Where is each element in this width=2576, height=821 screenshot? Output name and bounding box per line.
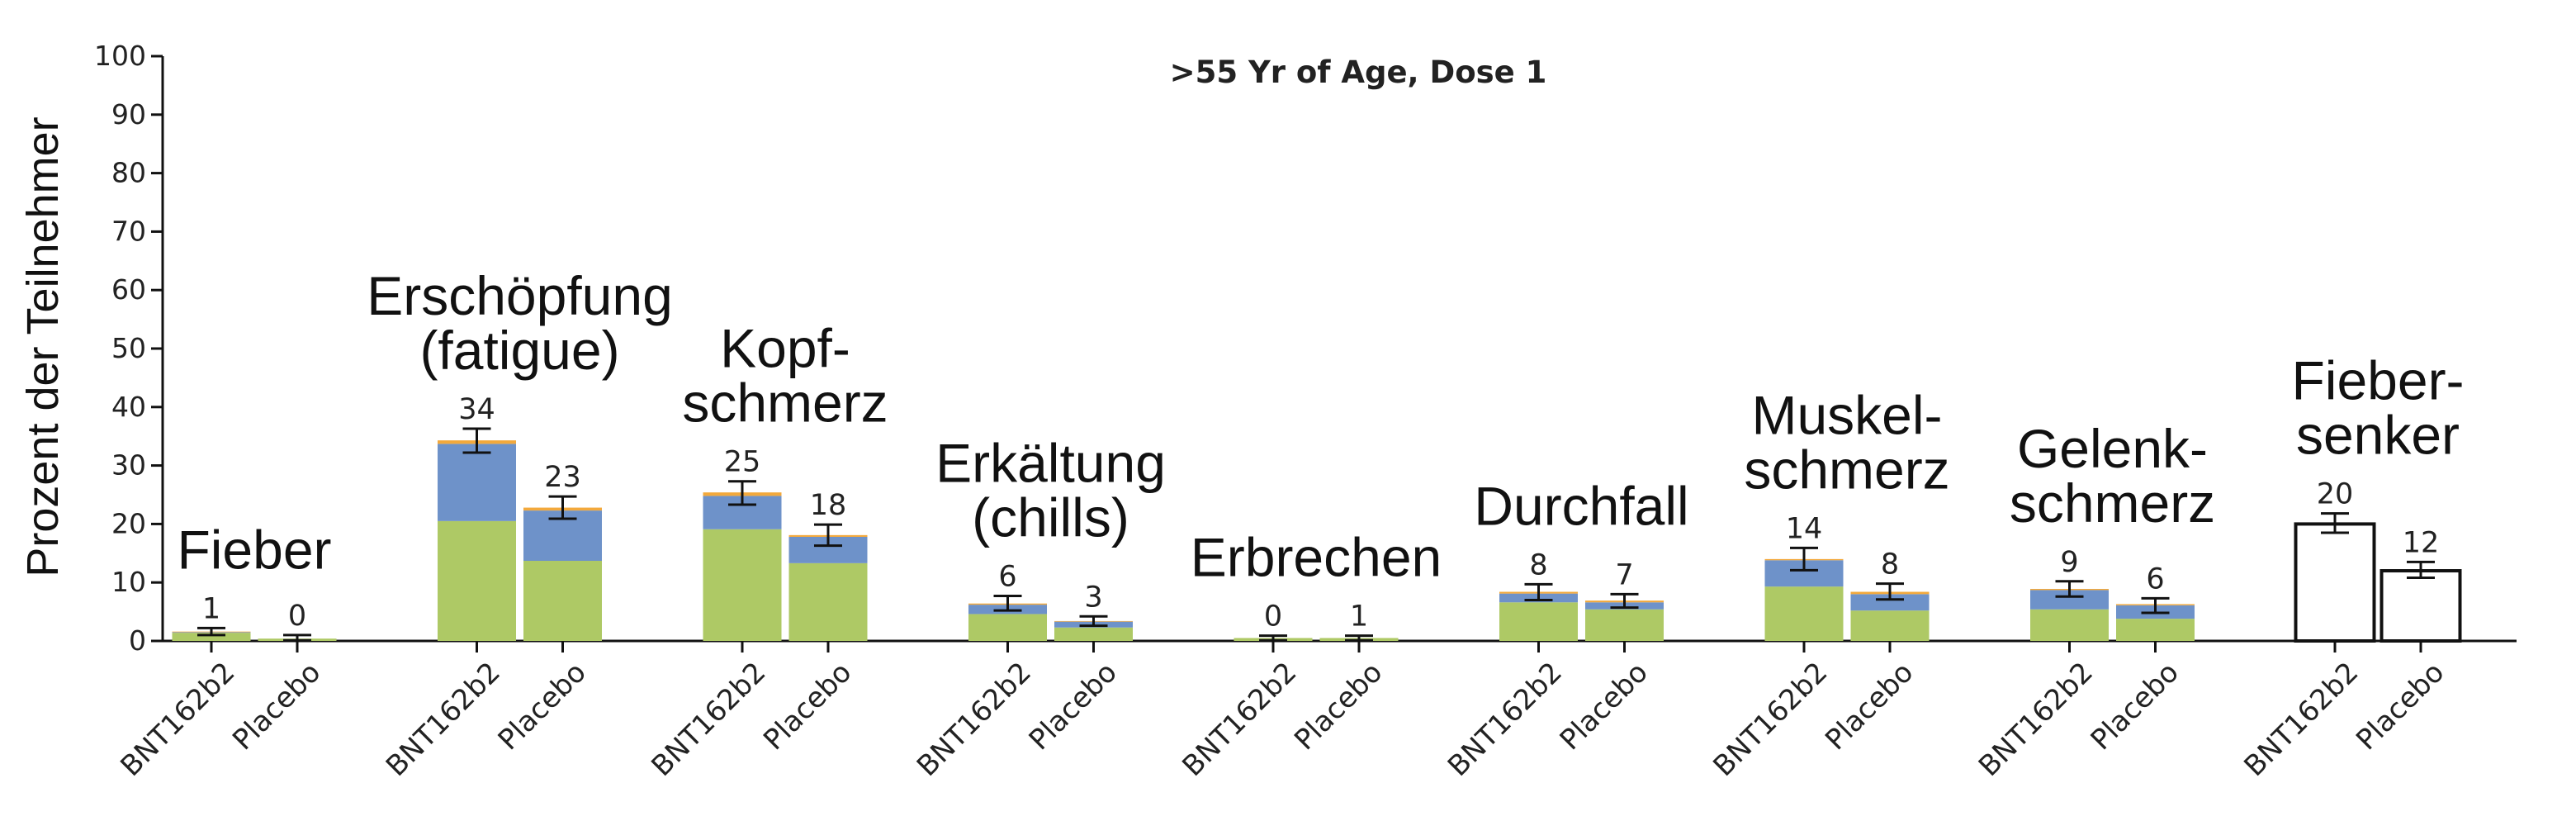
y-tick-label: 10 — [111, 566, 146, 598]
y-tick-label: 90 — [111, 98, 146, 131]
group-label-line: Gelenk- — [2017, 418, 2208, 479]
group-label-line: senker — [2296, 405, 2460, 466]
bar-segment-group-6-bar-0-0 — [1764, 586, 1844, 641]
data-label: 9 — [2060, 546, 2078, 579]
group-label-line: Erkältung — [935, 432, 1166, 493]
data-label: 1 — [202, 592, 220, 625]
bar-segment-group-5-bar-0-0 — [1499, 602, 1578, 641]
data-label: 6 — [2146, 562, 2164, 596]
y-tick-label: 40 — [111, 391, 146, 423]
group-label-line: schmerz — [2010, 472, 2215, 534]
group-label-line: Durchfall — [1474, 475, 1688, 536]
bar-group-8-bar-0 — [2294, 522, 2376, 643]
bar-segment-group-7-bar-0-0 — [2030, 609, 2109, 641]
y-tick-label: 30 — [111, 449, 146, 482]
bar-segment-group-0-bar-0-0 — [172, 633, 251, 641]
x-tick-label: Placebo — [1288, 656, 1389, 757]
group-label-line: Erschöpfung — [367, 265, 673, 326]
x-tick-label: BNT162b2 — [114, 656, 241, 783]
x-tick-label: Placebo — [492, 656, 593, 757]
bar-segment-group-1-bar-0-0 — [438, 520, 516, 641]
group-label: Durchfall — [1474, 475, 1688, 536]
bar-group-8-bar-1 — [2379, 569, 2462, 643]
group-label-line: Fieber — [177, 519, 331, 580]
group-label: Erbrechen — [1191, 527, 1442, 588]
group-label: Muskel-schmerz — [1744, 384, 1949, 500]
data-label: 3 — [1084, 581, 1102, 614]
x-tick-label: Placebo — [1554, 656, 1655, 757]
bars — [172, 427, 2462, 643]
y-tick-label: 50 — [111, 332, 146, 364]
bar-segment-group-2-bar-0-0 — [703, 529, 782, 641]
data-label: 12 — [2403, 526, 2440, 559]
bar-segment-group-6-bar-1-1 — [1850, 594, 1930, 611]
x-tick-label: Placebo — [1023, 656, 1124, 757]
x-tick-label: BNT162b2 — [1176, 656, 1303, 783]
data-label: 23 — [544, 461, 581, 494]
y-tick-label: 20 — [111, 507, 146, 539]
x-tick-label: BNT162b2 — [1707, 656, 1834, 783]
data-label: 25 — [724, 446, 761, 479]
group-label-line: Kopf- — [720, 318, 850, 379]
group-label: Fieber — [177, 519, 331, 580]
x-tick-label: BNT162b2 — [911, 656, 1038, 783]
group-label-line: (fatigue) — [419, 320, 619, 381]
group-label-line: Fieber- — [2291, 350, 2464, 411]
bar-segment-group-7-bar-0-1 — [2030, 590, 2109, 610]
data-label: 1 — [1350, 600, 1368, 634]
data-label: 0 — [288, 600, 306, 633]
x-tick-label: Placebo — [2350, 656, 2451, 757]
bar-segment-group-3-bar-1-0 — [1054, 627, 1133, 641]
x-tick-label: BNT162b2 — [645, 656, 772, 783]
x-tick-label: BNT162b2 — [2237, 656, 2365, 783]
group-label-line: (chills) — [972, 486, 1129, 548]
x-tick-label: Placebo — [1819, 656, 1920, 757]
x-tick-label: Placebo — [2085, 656, 2185, 757]
group-label: Gelenk-schmerz — [2010, 418, 2215, 534]
y-tick-label: 60 — [111, 273, 146, 306]
bar-segment-group-5-bar-1-0 — [1585, 609, 1664, 641]
x-tick-label: BNT162b2 — [1442, 656, 1569, 783]
bar-segment-group-1-bar-0-1 — [438, 444, 516, 521]
data-label: 7 — [1615, 558, 1633, 591]
data-label: 34 — [458, 393, 495, 426]
group-label: Erschöpfung (fatigue) — [367, 265, 673, 381]
data-label: 20 — [2317, 478, 2354, 511]
group-label: Erkältung (chills) — [935, 432, 1166, 548]
bar-segment-group-2-bar-1-0 — [788, 562, 868, 641]
group-label-line: Erbrechen — [1191, 527, 1442, 588]
y-axis-label: Prozent der Teilnehmer — [18, 116, 68, 577]
group-label-line: schmerz — [1744, 439, 1949, 500]
group-label-line: schmerz — [682, 373, 888, 434]
data-label: 8 — [1881, 548, 1899, 581]
data-label: 0 — [1264, 600, 1282, 634]
group-label-line: Muskel- — [1751, 384, 1942, 445]
bar-segment-group-6-bar-1-0 — [1850, 610, 1930, 641]
group-label: Kopf-schmerz — [682, 318, 888, 434]
bar-segment-group-7-bar-1-0 — [2116, 619, 2195, 641]
x-tick-label: BNT162b2 — [380, 656, 507, 783]
y-tick-label: 80 — [111, 157, 146, 189]
x-tick-label: BNT162b2 — [1972, 656, 2100, 783]
data-label: 8 — [1529, 548, 1547, 581]
y-tick-label: 70 — [111, 215, 146, 247]
data-label: 14 — [1786, 512, 1823, 545]
y-tick-label: 100 — [94, 40, 146, 72]
chart-title: >55 Yr of Age, Dose 1 — [1170, 55, 1547, 90]
y-tick-label: 0 — [129, 624, 146, 657]
data-label: 18 — [810, 489, 847, 522]
x-tick-label: Placebo — [226, 656, 327, 757]
data-label: 6 — [998, 560, 1016, 593]
group-label: Fieber-senker — [2291, 350, 2464, 466]
x-tick-label: Placebo — [757, 656, 858, 757]
bar-segment-group-3-bar-0-0 — [968, 614, 1047, 641]
bar-segment-group-1-bar-1-0 — [523, 561, 602, 641]
